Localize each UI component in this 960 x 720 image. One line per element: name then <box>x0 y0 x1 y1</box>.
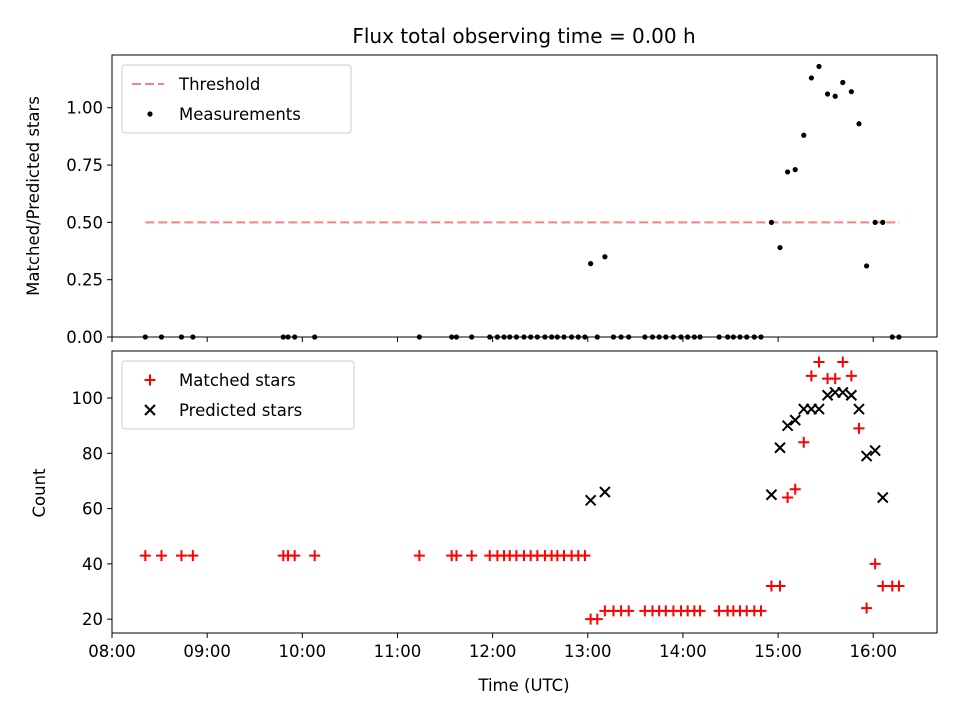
measurement-point <box>785 169 791 175</box>
measurement-point <box>602 254 608 260</box>
measurement-point <box>792 167 798 173</box>
predicted-star-point <box>599 486 611 498</box>
predicted-star-point <box>860 450 873 462</box>
predicted-star-point <box>853 403 865 415</box>
x-axis-label: Time (UTC) <box>477 676 569 695</box>
measurement-point <box>856 121 862 127</box>
predicted-star-point <box>774 442 786 454</box>
measurement-point <box>588 261 594 267</box>
matched-star-point <box>789 483 801 495</box>
legend-predicted-label: Predicted stars <box>179 401 302 420</box>
ratio-y-tick-label: 0.25 <box>66 271 103 290</box>
ratio-y-tick-label: 0.50 <box>66 213 103 232</box>
predicted-star-point <box>869 444 881 457</box>
ratio-y-tick-label: 1.00 <box>66 99 103 118</box>
predicted-star-point <box>584 494 597 507</box>
matched-star-point <box>694 605 706 617</box>
legend-predicted-swatch <box>144 404 156 416</box>
matched-star-point <box>466 550 478 562</box>
matched-star-point <box>798 436 810 448</box>
bottom-y-axis-label: Count <box>30 468 49 518</box>
count-x-tick-label: 11:00 <box>374 642 422 661</box>
count-panel: 20 40 60 80 100 08:00 09:00 10:00 11:00 12:00 13:0… <box>72 350 938 661</box>
measurement-point <box>848 89 854 95</box>
predicted-star-point <box>789 414 801 426</box>
matched-star-point <box>755 605 767 617</box>
predicted-star-point <box>877 491 889 504</box>
measurement-point <box>808 75 814 81</box>
matched-star-point <box>837 356 849 368</box>
matched-star-point <box>591 613 603 625</box>
ratio-plot-frame <box>111 54 938 338</box>
count-y-tick-label: 40 <box>82 555 103 574</box>
matched-star-point <box>187 550 199 562</box>
legend-threshold-label: Threshold <box>178 75 260 94</box>
matched-star-point <box>155 550 167 562</box>
count-x-tick-label: 09:00 <box>183 642 231 661</box>
matched-star-point <box>450 550 462 562</box>
predicted-star-point <box>845 389 858 401</box>
count-legend <box>121 360 355 430</box>
matched-star-point <box>805 370 817 382</box>
count-y-tick-label: 20 <box>82 610 103 629</box>
matched-star-point <box>853 422 865 434</box>
matched-star-point <box>413 550 425 562</box>
predicted-star-point <box>837 386 849 399</box>
measurement-point <box>863 263 870 269</box>
measurement-point <box>880 219 886 225</box>
chart-title: Flux total observing time = 0.00 h <box>352 24 695 48</box>
matched-star-point <box>861 602 873 614</box>
matched-star-point <box>289 550 301 562</box>
matched-star-point <box>813 356 825 368</box>
count-plot-frame <box>111 350 938 634</box>
ratio-legend <box>121 64 352 134</box>
matched-star-point <box>829 373 841 385</box>
measurement-point <box>840 79 846 86</box>
matched-star-point <box>139 550 151 562</box>
matched-star-point <box>175 550 187 562</box>
measurement-point <box>768 219 775 225</box>
matched-star-point <box>309 550 321 562</box>
predicted-star-point <box>781 419 794 432</box>
count-x-tick-label: 14:00 <box>659 642 707 661</box>
count-x-tick-label: 08:00 <box>88 642 136 661</box>
measurement-point <box>801 132 807 138</box>
legend-measurements-swatch <box>147 111 153 117</box>
count-x-tick-label: 16:00 <box>849 642 897 661</box>
ratio-y-tick-label: 0.75 <box>66 156 103 175</box>
measurement-point <box>824 91 831 97</box>
measurement-point <box>832 93 838 99</box>
matched-star-point <box>782 492 794 504</box>
legend-matched-swatch <box>144 374 156 386</box>
ratio-y-tick-label: 0.00 <box>66 328 103 347</box>
matched-star-point <box>623 605 635 617</box>
count-y-tick-label: 100 <box>72 389 104 408</box>
matched-star-point <box>877 580 889 592</box>
matched-star-point <box>845 370 857 382</box>
matched-star-point <box>869 558 881 570</box>
top-y-axis-label: Matched/Predicted stars <box>24 96 43 296</box>
count-x-tick-label: 13:00 <box>564 642 612 661</box>
matched-star-point <box>774 580 786 592</box>
legend-matched-label: Matched stars <box>179 371 296 390</box>
ratio-panel: 0.00 0.25 0.50 0.75 1.00 Threshold Measurement… <box>66 54 938 347</box>
count-x-tick-label: 12:00 <box>469 642 517 661</box>
measurement-point <box>777 244 783 251</box>
legend-measurements-label: Measurements <box>179 105 301 124</box>
count-x-tick-label: 10:00 <box>279 642 327 661</box>
count-x-tick-label: 15:00 <box>754 642 802 661</box>
measurement-point <box>816 63 822 70</box>
predicted-star-point <box>765 489 778 501</box>
count-y-tick-label: 80 <box>82 444 103 463</box>
predicted-star-point <box>821 389 834 401</box>
matched-star-point <box>893 580 905 592</box>
count-y-tick-label: 60 <box>82 500 103 519</box>
predicted-star-point <box>813 403 825 415</box>
measurement-point <box>872 219 878 225</box>
matched-star-point <box>579 550 591 562</box>
